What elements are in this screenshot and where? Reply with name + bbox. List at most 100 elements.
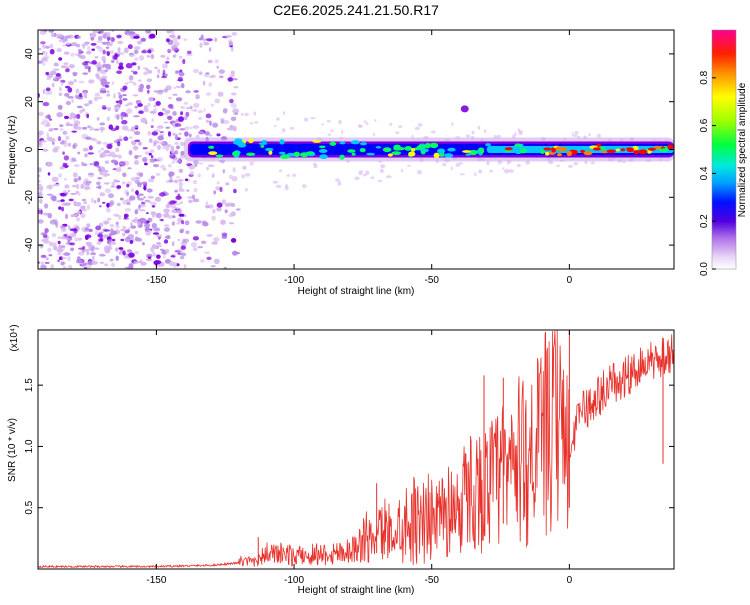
noise-speckle <box>131 188 134 193</box>
noise-speckle <box>98 205 102 208</box>
noise-speckle <box>193 188 198 193</box>
noise-speckle <box>417 170 422 175</box>
noise-speckle <box>49 43 54 49</box>
noise-speckle <box>140 203 145 208</box>
noise-speckle <box>184 214 187 218</box>
noise-speckle <box>185 230 190 235</box>
noise-speckle <box>81 43 88 47</box>
noise-speckle <box>178 72 185 77</box>
noise-speckle <box>113 55 118 60</box>
band-blob <box>425 142 431 149</box>
noise-speckle <box>50 242 57 248</box>
noise-speckle <box>140 209 146 212</box>
noise-speckle <box>58 57 63 61</box>
noise-speckle <box>121 125 129 131</box>
noise-speckle <box>455 163 461 167</box>
noise-speckle <box>106 202 110 208</box>
colorbar-tick-label: 0.2 <box>699 214 710 228</box>
noise-speckle <box>72 72 77 77</box>
noise-speckle <box>363 120 367 123</box>
noise-speckle <box>137 85 141 88</box>
noise-speckle <box>178 181 183 187</box>
x-tick-label: -50 <box>424 275 439 286</box>
noise-speckle <box>176 222 181 225</box>
noise-speckle <box>233 86 239 89</box>
noise-speckle <box>44 228 49 234</box>
noise-speckle <box>102 107 107 110</box>
noise-speckle <box>60 193 67 197</box>
noise-speckle <box>151 211 156 214</box>
noise-speckle <box>326 120 331 123</box>
band-blob <box>633 150 640 155</box>
noise-speckle <box>133 46 141 50</box>
noise-speckle <box>478 169 483 174</box>
noise-speckle <box>73 164 80 167</box>
noise-speckle <box>90 43 97 46</box>
noise-speckle <box>373 132 376 137</box>
noise-speckle <box>51 176 59 182</box>
noise-speckle <box>215 186 221 191</box>
noise-speckle <box>59 124 64 127</box>
noise-speckle <box>112 168 117 171</box>
noise-speckle <box>176 79 184 82</box>
noise-speckle <box>192 247 198 252</box>
noise-speckle <box>214 98 221 104</box>
noise-speckle <box>127 44 133 50</box>
noise-speckle <box>46 132 50 138</box>
noise-speckle <box>50 32 55 38</box>
noise-speckle <box>207 59 213 64</box>
band-blob <box>366 152 375 156</box>
band-blob <box>551 147 557 153</box>
noise-speckle <box>156 74 160 79</box>
band-blob <box>260 145 265 148</box>
noise-speckle <box>131 140 135 146</box>
noise-speckle <box>84 227 89 231</box>
noise-speckle <box>76 35 81 39</box>
noise-speckle <box>166 38 170 43</box>
noise-speckle <box>42 148 49 152</box>
noise-speckle <box>147 200 152 204</box>
noise-speckle <box>220 219 226 225</box>
noise-speckle <box>167 163 172 168</box>
noise-speckle <box>276 117 280 121</box>
noise-speckle <box>128 252 135 258</box>
noise-speckle <box>219 186 223 193</box>
noise-speckle <box>152 213 155 218</box>
noise-speckle <box>94 92 101 97</box>
noise-speckle <box>73 178 79 183</box>
band-blob <box>319 154 328 160</box>
noise-speckle <box>44 203 49 209</box>
noise-speckle <box>120 238 125 242</box>
colorbar-gradient <box>712 30 736 269</box>
noise-speckle <box>139 172 144 178</box>
noise-speckle <box>149 149 155 154</box>
noise-speckle <box>249 161 254 166</box>
noise-speckle <box>77 192 81 196</box>
noise-speckle <box>39 245 45 248</box>
noise-speckle <box>172 93 178 96</box>
noise-speckle <box>155 260 162 265</box>
noise-speckle <box>179 128 186 131</box>
noise-speckle <box>38 130 44 136</box>
noise-speckle <box>51 141 55 145</box>
noise-speckle <box>53 62 59 67</box>
noise-speckle <box>49 138 56 143</box>
noise-speckle <box>137 79 142 82</box>
noise-speckle <box>75 201 82 207</box>
noise-speckle <box>48 127 55 131</box>
noise-speckle <box>177 35 181 40</box>
band-blob <box>278 151 286 155</box>
noise-speckle <box>105 207 111 213</box>
noise-speckle <box>165 212 169 218</box>
band-blob <box>258 142 268 145</box>
noise-speckle <box>596 133 602 139</box>
noise-speckle <box>226 127 234 131</box>
noise-speckle <box>184 220 190 226</box>
noise-speckle <box>43 238 46 242</box>
noise-speckle <box>102 201 106 204</box>
noise-speckle <box>65 85 70 89</box>
noise-speckle <box>208 82 212 87</box>
noise-speckle <box>154 66 158 69</box>
noise-speckle <box>200 259 205 263</box>
noise-speckle <box>63 189 67 194</box>
